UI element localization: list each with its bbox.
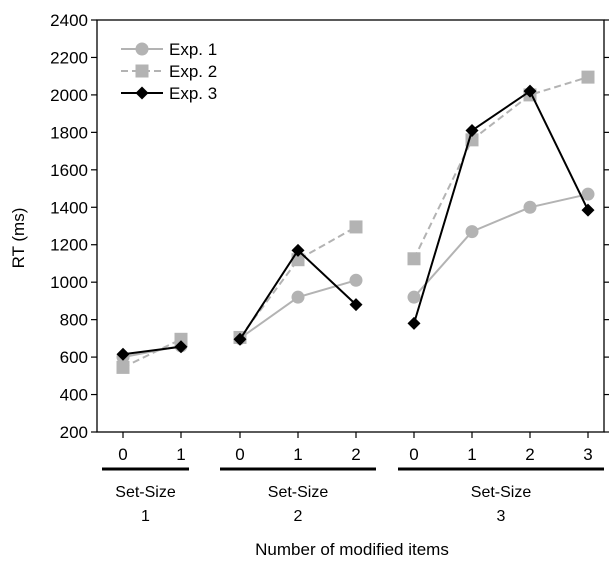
data-point <box>581 70 595 84</box>
legend-item: Exp. 1 <box>121 40 217 59</box>
y-axis-title: RT (ms) <box>9 208 28 269</box>
series-2 <box>116 70 595 374</box>
x-axis: 0 1 0 1 2 0 1 2 3 <box>118 432 593 464</box>
data-point <box>291 243 305 257</box>
data-point <box>116 347 130 361</box>
group-label-title: Set-Size <box>471 484 532 501</box>
data-point <box>407 290 421 304</box>
series-line <box>413 76 589 260</box>
x-tick-label: 2 <box>351 445 360 464</box>
legend-item: Exp. 3 <box>121 84 217 103</box>
group-label-title: Set-Size <box>115 484 176 501</box>
data-point <box>465 123 479 137</box>
data-point <box>233 332 247 346</box>
data-point <box>174 340 188 354</box>
group-label-size: 2 <box>294 508 303 525</box>
y-tick-label: 400 <box>60 386 88 405</box>
y-axis: 200 400 600 800 1000 1200 1400 1600 1800 2000 2200… <box>50 11 609 442</box>
data-point <box>581 203 595 217</box>
x-tick-label: 0 <box>235 445 244 464</box>
y-tick-label: 1200 <box>50 236 88 255</box>
legend-marker <box>135 64 149 78</box>
y-tick-label: 600 <box>60 348 88 367</box>
data-point <box>349 220 363 234</box>
series-1 <box>116 187 595 364</box>
y-tick-label: 200 <box>60 423 88 442</box>
data-point <box>349 298 363 312</box>
y-tick-label: 2000 <box>50 86 88 105</box>
series-line <box>413 89 589 324</box>
plot-area <box>96 19 605 433</box>
data-point <box>523 84 537 98</box>
x-tick-label: 0 <box>409 445 418 464</box>
series-layer <box>116 70 595 374</box>
data-point <box>174 332 188 346</box>
series-line <box>239 226 357 339</box>
data-point <box>116 360 130 374</box>
y-tick-label: 800 <box>60 311 88 330</box>
legend: Exp. 1 Exp. 2 Exp. 3 <box>121 40 217 103</box>
legend-marker <box>135 42 149 56</box>
y-tick-label: 2400 <box>50 11 88 30</box>
group-label-size: 1 <box>141 508 150 525</box>
series-3 <box>116 84 595 361</box>
data-point <box>349 273 363 287</box>
data-point <box>523 200 537 214</box>
data-point <box>291 290 305 304</box>
group-label-title: Set-Size <box>268 484 329 501</box>
series-line <box>413 193 589 298</box>
y-tick-label: 2200 <box>50 48 88 67</box>
y-tick-label: 1000 <box>50 273 88 292</box>
plot-border <box>96 19 605 433</box>
x-tick-label: 2 <box>525 445 534 464</box>
x-tick-label: 1 <box>467 445 476 464</box>
legend-item: Exp. 2 <box>121 62 217 81</box>
legend-label: Exp. 2 <box>169 62 217 81</box>
series-line <box>122 345 182 356</box>
x-tick-label: 3 <box>583 445 592 464</box>
data-point <box>465 225 479 239</box>
group-labels: Set-Size 1 Set-Size 2 Set-Size 3 <box>102 467 604 525</box>
group-label-size: 3 <box>497 508 506 525</box>
legend-label: Exp. 3 <box>169 84 217 103</box>
x-axis-title: Number of modified items <box>255 540 449 559</box>
x-tick-label: 0 <box>118 445 127 464</box>
y-tick-label: 1600 <box>50 161 88 180</box>
legend-marker <box>135 86 149 100</box>
y-tick-label: 1800 <box>50 123 88 142</box>
legend-label: Exp. 1 <box>169 40 217 59</box>
y-tick-label: 1400 <box>50 198 88 217</box>
data-point <box>407 252 421 266</box>
data-point <box>407 316 421 330</box>
x-tick-label: 1 <box>293 445 302 464</box>
data-point <box>581 187 595 201</box>
x-tick-label: 1 <box>176 445 185 464</box>
